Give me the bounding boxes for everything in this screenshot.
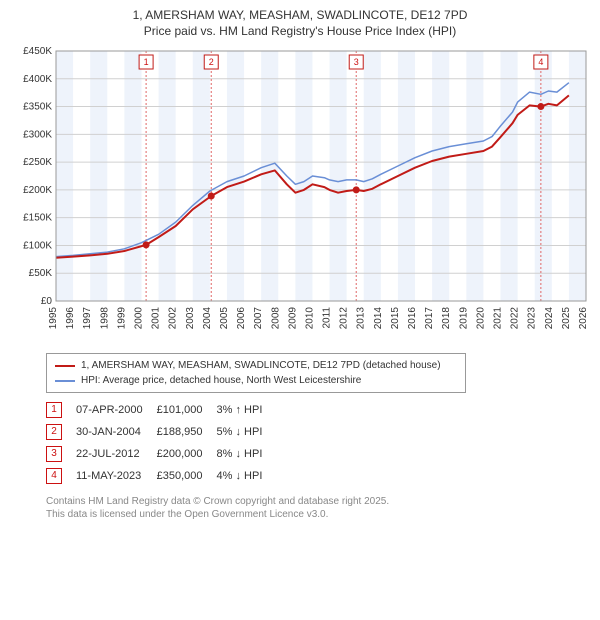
footer-attribution: Contains HM Land Registry data © Crown c… — [46, 495, 590, 521]
legend-swatch-1 — [55, 365, 75, 367]
svg-text:2010: 2010 — [304, 307, 315, 330]
legend-row-2: HPI: Average price, detached house, Nort… — [55, 373, 457, 388]
event-delta: 3% ↑ HPI — [217, 399, 277, 421]
svg-text:2023: 2023 — [527, 307, 538, 330]
events-table-el: 1 07-APR-2000£101,0003% ↑ HPI 2 30-JAN-2004… — [46, 399, 276, 487]
svg-text:2026: 2026 — [578, 307, 589, 330]
svg-text:2020: 2020 — [475, 307, 486, 330]
event-price: £188,950 — [157, 421, 217, 443]
svg-text:2017: 2017 — [424, 307, 435, 330]
legend-swatch-2 — [55, 380, 75, 382]
legend-row-1: 1, AMERSHAM WAY, MEASHAM, SWADLINCOTE, D… — [55, 358, 457, 373]
svg-text:2011: 2011 — [322, 307, 333, 329]
svg-text:£300K: £300K — [23, 130, 52, 141]
svg-text:£350K: £350K — [23, 102, 52, 113]
event-price: £101,000 — [157, 399, 217, 421]
svg-text:£0: £0 — [41, 296, 53, 307]
svg-text:2000: 2000 — [133, 307, 144, 330]
title-line-2: Price paid vs. HM Land Registry's House … — [10, 24, 590, 40]
svg-text:2007: 2007 — [253, 307, 264, 330]
events-table: 1 07-APR-2000£101,0003% ↑ HPI 2 30-JAN-2004… — [46, 399, 590, 487]
legend-text-2: HPI: Average price, detached house, Nort… — [81, 373, 361, 388]
svg-text:2013: 2013 — [356, 307, 367, 330]
event-marker-icon: 1 — [46, 402, 62, 418]
svg-text:2015: 2015 — [390, 307, 401, 330]
svg-text:2016: 2016 — [407, 307, 418, 330]
svg-text:£100K: £100K — [23, 241, 52, 252]
svg-text:£200K: £200K — [23, 185, 52, 196]
event-marker-icon: 4 — [46, 468, 62, 484]
svg-text:£250K: £250K — [23, 157, 52, 168]
svg-text:2024: 2024 — [544, 307, 555, 330]
svg-text:1999: 1999 — [116, 307, 127, 330]
footer-line-1: Contains HM Land Registry data © Crown c… — [46, 495, 590, 508]
svg-text:2012: 2012 — [339, 307, 350, 330]
footer-line-2: This data is licensed under the Open Gov… — [46, 508, 590, 521]
svg-text:2021: 2021 — [493, 307, 504, 330]
svg-text:1998: 1998 — [99, 307, 110, 330]
event-row: 2 30-JAN-2004£188,9505% ↓ HPI — [46, 421, 276, 443]
svg-text:1996: 1996 — [65, 307, 76, 330]
event-price: £350,000 — [157, 465, 217, 487]
event-marker-icon: 2 — [46, 424, 62, 440]
line-chart: £0 £50K £100K £150K £200K £250K £300K £350K £400… — [10, 45, 590, 345]
title-line-1: 1, AMERSHAM WAY, MEASHAM, SWADLINCOTE, D… — [10, 8, 590, 24]
event-delta: 8% ↓ HPI — [217, 443, 277, 465]
event-delta: 4% ↓ HPI — [217, 465, 277, 487]
chart-title: 1, AMERSHAM WAY, MEASHAM, SWADLINCOTE, D… — [10, 8, 590, 39]
svg-text:£450K: £450K — [23, 46, 52, 57]
svg-text:2014: 2014 — [373, 307, 384, 330]
svg-text:2005: 2005 — [219, 307, 230, 330]
event-row: 3 22-JUL-2012£200,0008% ↓ HPI — [46, 443, 276, 465]
svg-text:3: 3 — [354, 57, 359, 67]
svg-text:£150K: £150K — [23, 213, 52, 224]
chart-area: £0 £50K £100K £150K £200K £250K £300K £350K £400… — [10, 45, 590, 345]
svg-text:2001: 2001 — [151, 307, 162, 330]
legend: 1, AMERSHAM WAY, MEASHAM, SWADLINCOTE, D… — [46, 353, 466, 393]
svg-text:2003: 2003 — [185, 307, 196, 330]
svg-text:2019: 2019 — [458, 307, 469, 330]
svg-text:2004: 2004 — [202, 307, 213, 330]
svg-text:£400K: £400K — [23, 74, 52, 85]
svg-text:4: 4 — [538, 57, 543, 67]
svg-text:2008: 2008 — [270, 307, 281, 330]
event-marker-icon: 3 — [46, 446, 62, 462]
svg-text:2025: 2025 — [561, 307, 572, 330]
svg-text:2018: 2018 — [441, 307, 452, 330]
svg-text:2002: 2002 — [168, 307, 179, 330]
event-price: £200,000 — [157, 443, 217, 465]
svg-text:2009: 2009 — [287, 307, 298, 330]
event-row: 4 11-MAY-2023£350,0004% ↓ HPI — [46, 465, 276, 487]
svg-text:1995: 1995 — [48, 307, 59, 330]
svg-text:2006: 2006 — [236, 307, 247, 330]
event-date: 07-APR-2000 — [76, 399, 157, 421]
event-delta: 5% ↓ HPI — [217, 421, 277, 443]
event-date: 22-JUL-2012 — [76, 443, 157, 465]
event-date: 30-JAN-2004 — [76, 421, 157, 443]
svg-text:2022: 2022 — [510, 307, 521, 330]
event-row: 1 07-APR-2000£101,0003% ↑ HPI — [46, 399, 276, 421]
event-date: 11-MAY-2023 — [76, 465, 157, 487]
svg-text:2: 2 — [209, 57, 214, 67]
legend-text-1: 1, AMERSHAM WAY, MEASHAM, SWADLINCOTE, D… — [81, 358, 441, 373]
svg-text:1997: 1997 — [82, 307, 93, 330]
svg-text:£50K: £50K — [29, 268, 53, 279]
svg-text:1: 1 — [144, 57, 149, 67]
